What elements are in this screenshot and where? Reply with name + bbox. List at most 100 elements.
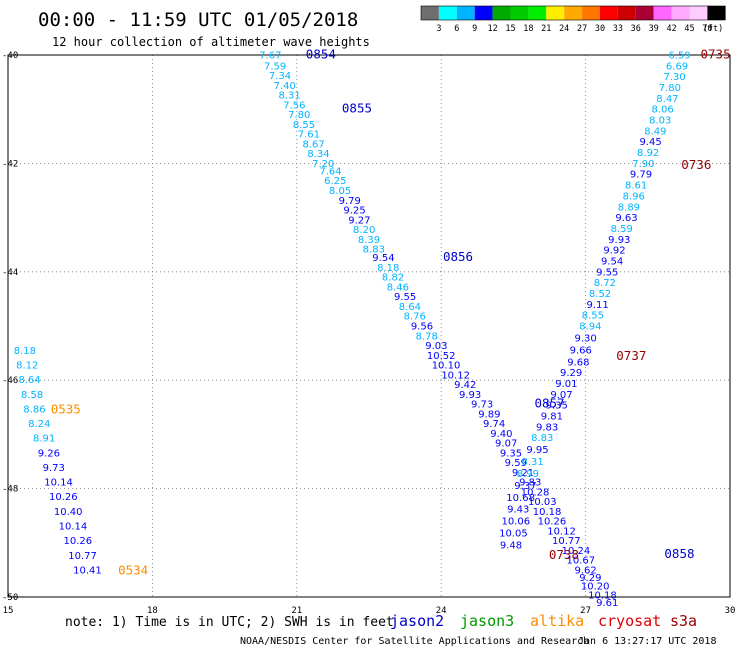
- wave-height-value: 9.42: [454, 380, 476, 391]
- wave-height-value: 7.90: [632, 159, 654, 170]
- legend-item-altika: altika: [530, 612, 584, 630]
- wave-height-value: 9.29: [560, 368, 582, 379]
- wave-height-value: 9.74: [483, 419, 505, 430]
- note-text: note: 1) Time is in UTC; 2) SWH is in fe…: [65, 615, 394, 630]
- wave-height-value: 9.37: [514, 481, 536, 492]
- x-tick-label: 18: [147, 606, 158, 616]
- wave-height-value: 7.80: [659, 83, 681, 94]
- wave-height-value: 10.12: [441, 370, 470, 381]
- wave-height-value: 10.06: [501, 517, 530, 528]
- chart-title: 00:00 - 11:59 UTC 01/05/2018: [38, 9, 358, 31]
- wave-height-value: 10.18: [588, 590, 617, 601]
- scale-label: 39: [649, 24, 659, 34]
- wave-height-value: 6.25: [324, 176, 346, 187]
- scale-swatch: [617, 6, 636, 20]
- wave-height-value: 8.83: [363, 245, 385, 256]
- wave-height-value: 10.05: [499, 529, 528, 540]
- pass-time-label: 0858: [664, 546, 694, 561]
- wave-height-value: 8.82: [382, 273, 404, 284]
- wave-height-value: 9.29: [579, 573, 601, 584]
- scale-label: 45: [684, 24, 694, 34]
- wave-height-value: 9.11: [587, 300, 609, 311]
- wave-height-value: 8.96: [623, 191, 645, 202]
- wave-height-value: 9.27: [348, 215, 370, 226]
- pass-time-label: 0738: [549, 547, 579, 562]
- wave-height-value: 9.35: [500, 448, 522, 459]
- wave-height-value: 7.34: [269, 71, 291, 82]
- scale-label: 27: [577, 24, 587, 34]
- scale-label: 6: [454, 24, 459, 34]
- wave-height-value: 9.68: [567, 357, 589, 368]
- wave-height-value: 9.54: [601, 256, 623, 267]
- wave-height-value: 10.20: [581, 582, 610, 593]
- wave-height-value: 9.83: [519, 478, 541, 489]
- scale-label: 36: [631, 24, 641, 34]
- wave-height-value: 10.12: [547, 526, 576, 537]
- legend-item-cryosat: cryosat: [598, 612, 661, 630]
- pass-time-label: 0735: [701, 46, 731, 61]
- pass-time-label: 0736: [681, 157, 711, 172]
- plot-frame: [7, 54, 731, 598]
- wave-height-value: 8.72: [594, 278, 616, 289]
- wave-height-value: 9.54: [372, 253, 394, 264]
- scale-label: 33: [613, 24, 623, 34]
- pass-time-label: 0535: [51, 401, 81, 416]
- wave-height-value: 8.94: [579, 322, 601, 333]
- wave-height-value: 9.56: [411, 322, 433, 333]
- wave-height-value: 9.03: [425, 341, 447, 352]
- scale-label: 9: [472, 24, 477, 34]
- pass-time-label: 0854: [306, 46, 336, 61]
- wave-height-value: 9.55: [596, 267, 618, 278]
- scale-label: 42: [666, 24, 676, 34]
- pass-time-label: 0534: [118, 562, 148, 577]
- wave-height-value: 7.80: [288, 110, 310, 121]
- wave-height-value: 9.40: [490, 429, 512, 440]
- scale-swatch: [546, 6, 565, 20]
- wave-height-value: 8.89: [618, 202, 640, 213]
- wave-height-value: 9.59: [505, 458, 527, 469]
- scale-label: 3: [436, 24, 441, 34]
- wave-height-value: 9.73: [43, 463, 65, 474]
- wave-height-value: 9.45: [639, 137, 661, 148]
- time-labels: 0854 0855 0856 0857 0858 0735 0736 0737 0738 0535…: [51, 46, 731, 577]
- wave-height-value: 8.24: [28, 419, 50, 430]
- wave-height-value: 9.43: [507, 505, 529, 516]
- chart-subtitle: 12 hour collection of altimeter wave hei…: [52, 35, 370, 49]
- wave-height-value: 9.26: [38, 448, 60, 459]
- wave-height-value: 9.07: [550, 390, 572, 401]
- wave-height-value: 9.92: [603, 246, 625, 257]
- wave-height-value: 9.48: [500, 540, 522, 551]
- scale-border: [420, 5, 726, 21]
- wave-height-value: 8.03: [649, 116, 671, 127]
- wave-height-value: 6.59: [668, 51, 690, 62]
- wave-height-value: 7.64: [319, 166, 341, 177]
- wave-height-value: 8.34: [307, 149, 329, 160]
- wave-height-value: 8.20: [353, 225, 375, 236]
- wave-height-value: 9.21: [512, 468, 534, 479]
- pass-time-label: 0737: [616, 348, 646, 363]
- scale-swatch: [510, 6, 529, 20]
- scale-swatch: [492, 6, 511, 20]
- wave-height-value: 9.79: [339, 196, 361, 207]
- wave-height-value: 7.20: [312, 159, 334, 170]
- wave-height-value: 9.93: [608, 235, 630, 246]
- wave-height-value: 10.41: [73, 565, 102, 576]
- wave-height-value: 7.40: [274, 81, 296, 92]
- data-points: 7.677.597.347.408.317.567.808.557.618.67…: [14, 51, 691, 609]
- x-tick-label: 27: [580, 606, 591, 616]
- legend-item-jason2: jason2: [390, 612, 444, 630]
- scale-label: 24: [559, 24, 569, 34]
- wave-height-value: 9.83: [536, 422, 558, 433]
- axis-labels: 15 18 21 24 27 30 -40 -42 -44 -46 -48 -50: [2, 51, 735, 616]
- scale-swatch: [689, 6, 708, 20]
- wave-height-value: 10.24: [562, 546, 591, 557]
- y-tick-label: -44: [2, 268, 18, 278]
- wave-height-value: 8.18: [14, 346, 36, 357]
- wave-height-value: 10.26: [49, 492, 78, 503]
- wave-height-value: 8.31: [522, 457, 544, 468]
- wave-height-value: 7.59: [264, 61, 286, 72]
- wave-height-value: 9.66: [570, 345, 592, 356]
- wave-height-value: 8.55: [293, 120, 315, 131]
- wave-height-value: 10.14: [59, 521, 88, 532]
